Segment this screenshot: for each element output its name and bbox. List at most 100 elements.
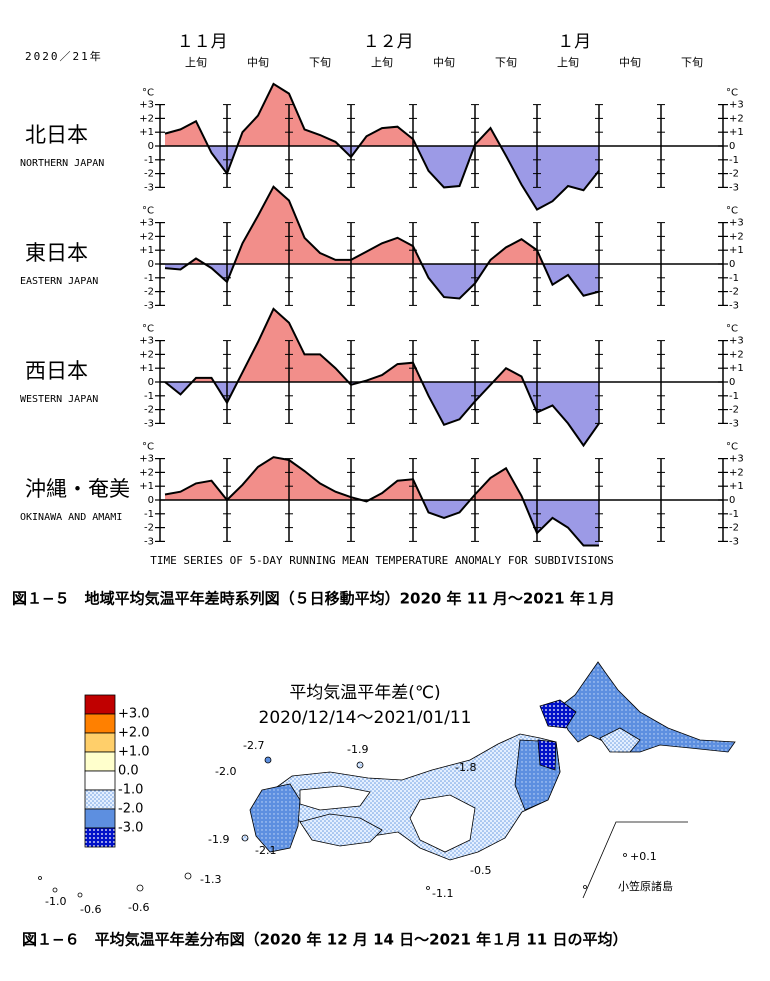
line [164, 456, 599, 547]
y-unit: °C [726, 324, 738, 335]
y-unit: °C [142, 442, 154, 453]
panel-subtitle: OKINAWA AND AMAMI [20, 512, 122, 523]
legend-swatch [84, 751, 116, 772]
y-tick-label: 0 [729, 259, 735, 270]
y-tick-label: +1 [139, 245, 154, 256]
y-tick-label: -2 [729, 169, 739, 180]
map-value-label: -2.1 [255, 844, 276, 857]
y-unit: °C [726, 88, 738, 99]
y-tick-label: +3 [729, 336, 744, 347]
y-unit: °C [142, 88, 154, 99]
y-tick-label: 0 [729, 495, 735, 506]
y-tick-label: -2 [729, 287, 739, 298]
dekad-label: 上旬 [185, 56, 207, 69]
legend-swatch [84, 713, 116, 734]
year-label: 2020／21年 [25, 49, 103, 63]
island [623, 853, 627, 857]
island [77, 892, 83, 898]
y-unit: °C [142, 206, 154, 217]
y-tick-label: 0 [148, 259, 154, 270]
positive-area [165, 457, 599, 500]
y-tick-label: -1 [144, 391, 154, 402]
map [38, 661, 736, 899]
map-value-label: -1.9 [347, 743, 368, 756]
legend-label: +3.0 [118, 707, 150, 722]
map-period: 2020/12/14～2021/01/11 [259, 708, 472, 728]
y-tick-label: +1 [139, 127, 154, 138]
panel-subtitle: EASTERN JAPAN [20, 276, 98, 287]
panel-title: 北日本 [25, 123, 88, 147]
legend-swatch [84, 770, 116, 791]
y-tick-label: +3 [139, 454, 154, 465]
negative-area [165, 382, 599, 446]
legend-label: -2.0 [118, 802, 143, 817]
island [241, 834, 249, 842]
panel: +3 +3 +2 +2 +1 +1 0 0 -1 -1 -2 -2 -3 -3 °C °C 西日本 WESTERN… [20, 307, 744, 448]
map-value-label: -1.1 [432, 887, 453, 900]
y-tick-label: -1 [729, 273, 739, 284]
legend-label: -3.0 [118, 821, 143, 836]
y-tick-label: -2 [729, 523, 739, 534]
map-value-label: +0.1 [630, 850, 657, 863]
footnote: TIME SERIES OF 5-DAY RUNNING MEAN TEMPER… [150, 554, 614, 567]
y-tick-label: +3 [729, 100, 744, 111]
y-tick-label: +2 [139, 231, 154, 242]
island [356, 761, 364, 769]
y-tick-label: -1 [144, 155, 154, 166]
island [52, 887, 58, 893]
legend-swatch [84, 789, 116, 810]
y-tick-label: 0 [148, 141, 154, 152]
y-tick-label: +1 [729, 127, 744, 138]
panel-title: 沖縄・奄美 [25, 477, 130, 501]
kyushu [249, 783, 301, 853]
dekad-label: 上旬 [371, 56, 393, 69]
y-tick-label: +1 [139, 481, 154, 492]
dekad-label: 下旬 [681, 56, 703, 69]
map-legend: +3.0 +2.0 +1.0 0.0 -1.0 -2.0 -3.0 [84, 694, 150, 848]
panel-subtitle: WESTERN JAPAN [20, 394, 98, 405]
map-value-label: -1.8 [455, 761, 476, 774]
y-tick-label: +2 [139, 113, 154, 124]
y-tick-label: -2 [144, 169, 154, 180]
y-tick-label: -3 [729, 182, 739, 193]
panel-subtitle: NORTHERN JAPAN [20, 158, 104, 169]
month-label: １２月 [363, 32, 414, 52]
island-name: 小笠原諸島 [618, 879, 673, 893]
map-value-label: -1.9 [208, 833, 229, 846]
legend-swatch [84, 694, 116, 715]
y-tick-label: -1 [144, 509, 154, 520]
y-tick-label: -3 [144, 300, 154, 311]
tohoku-north [537, 739, 557, 771]
map-value-label: -2.7 [243, 739, 264, 752]
y-tick-label: -3 [729, 300, 739, 311]
y-tick-label: 0 [148, 495, 154, 506]
negative-area [165, 264, 599, 299]
map-value-label: -0.5 [470, 864, 491, 877]
y-tick-label: -2 [144, 405, 154, 416]
legend-label: +2.0 [118, 726, 150, 741]
negative-area [165, 500, 599, 546]
y-unit: °C [726, 442, 738, 453]
positive-area [165, 83, 599, 146]
y-tick-label: +2 [729, 467, 744, 478]
legend-label: -1.0 [118, 783, 143, 798]
y-tick-label: 0 [148, 377, 154, 388]
chugoku [299, 785, 371, 811]
line [164, 307, 600, 448]
dekad-label: 上旬 [557, 56, 579, 69]
y-tick-label: -3 [729, 536, 739, 547]
dekad-label: 中旬 [619, 56, 641, 69]
y-tick-label: -2 [144, 523, 154, 534]
map-value-label: -1.3 [200, 873, 221, 886]
map-labels: -2.7 -1.9 -2.0 -1.8 -1.9 -2.1 -1.3 -1.0 -0.6 -0.6… [45, 739, 657, 916]
y-tick-label: -1 [729, 509, 739, 520]
y-tick-label: -1 [729, 391, 739, 402]
time-series: 上旬 中旬 下旬 上旬 中旬 下旬 上旬 中旬 下旬 １１月 １２月 １月 +3 +3 +2 +2 +1 +1 0 0… [20, 32, 744, 547]
y-tick-label: +1 [729, 245, 744, 256]
legend-swatch [84, 827, 116, 848]
shikoku [299, 813, 383, 847]
y-tick-label: -3 [144, 418, 154, 429]
y-tick-label: +3 [139, 218, 154, 229]
island [184, 872, 192, 880]
